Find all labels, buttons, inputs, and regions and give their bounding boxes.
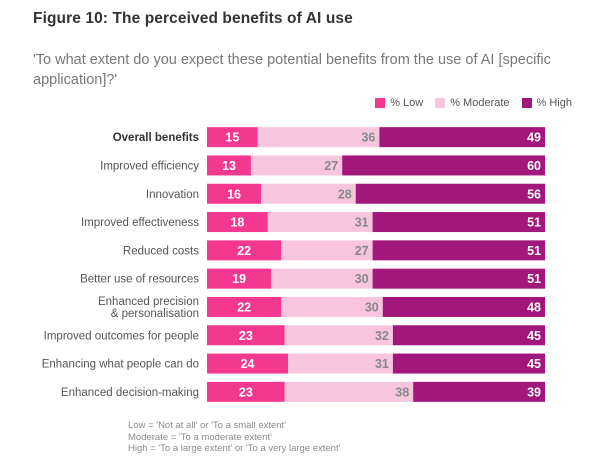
bar-high-improved-efficiency [342, 155, 545, 176]
category-label-better-use-of-resources: Better use of resources [80, 274, 199, 286]
bar-low-innovation [207, 183, 262, 204]
legend-swatch-low [375, 98, 386, 108]
bar-high-improved-outcomes-for-people [392, 325, 545, 346]
value-label-low-innovation: 16 [227, 187, 241, 201]
value-label-high-innovation: 56 [527, 187, 541, 201]
value-label-low-enhancing-what-people-can-do: 24 [241, 357, 255, 371]
category-label-enhanced-decision-making: Enhanced decision-making [61, 387, 199, 399]
bar-moderate-overall-benefits [257, 127, 380, 148]
category-label-overall-benefits: Overall benefits [113, 132, 199, 144]
bar-moderate-better-use-of-resources [271, 268, 373, 289]
category-label-improved-effectiveness: Improved effectiveness [81, 217, 199, 229]
bar-high-enhanced-decision-making [413, 381, 545, 402]
footnote-line-high: High = 'To a large extent' or 'To a very… [128, 443, 341, 454]
value-label-moderate-innovation: 28 [338, 187, 352, 201]
category-label-reduced-costs: Reduced costs [123, 245, 199, 257]
bar-high-enhanced-precision-personalisation [382, 296, 545, 317]
value-label-low-enhanced-decision-making: 23 [239, 385, 253, 399]
bar-moderate-improved-efficiency [250, 155, 343, 176]
value-label-high-overall-benefits: 49 [527, 131, 541, 145]
bar-moderate-improved-effectiveness [267, 212, 373, 233]
category-label-improved-efficiency: Improved efficiency [100, 160, 199, 172]
value-label-high-better-use-of-resources: 51 [527, 272, 541, 286]
value-label-low-overall-benefits: 15 [225, 131, 239, 145]
bar-moderate-enhanced-decision-making [284, 381, 414, 402]
footnote-line-moderate: Moderate = 'To a moderate extent' [128, 431, 272, 443]
category-label-improved-outcomes-for-people: Improved outcomes for people [44, 330, 199, 342]
figure-subtitle: 'To what extent do you expect these pote… [33, 52, 551, 88]
value-label-high-improved-efficiency: 60 [527, 159, 541, 173]
legend-label-low: % Low [390, 97, 424, 109]
stacked-bar-chart: Overall benefits 15 36 49 Improved efficienc… [42, 127, 545, 402]
legend-swatch-high [521, 98, 532, 108]
category-label-innovation: Innovation [146, 189, 199, 201]
bar-low-enhanced-decision-making [207, 381, 285, 402]
value-label-low-better-use-of-resources: 19 [232, 272, 246, 286]
bar-low-improved-effectiveness [207, 212, 268, 233]
legend-item-high: % High [521, 97, 572, 109]
value-label-moderate-improved-efficiency: 27 [324, 159, 338, 173]
bar-high-overall-benefits [379, 127, 545, 148]
value-label-moderate-overall-benefits: 36 [361, 131, 375, 145]
value-label-low-improved-outcomes-for-people: 23 [239, 329, 253, 343]
bar-high-innovation [355, 183, 545, 204]
value-label-moderate-reduced-costs: 27 [355, 244, 369, 258]
value-label-moderate-better-use-of-resources: 30 [355, 272, 369, 286]
footnote-line-low: Low = 'Not at all' or 'To a small extent… [128, 420, 287, 431]
bar-low-reduced-costs [207, 240, 282, 261]
bar-low-better-use-of-resources [207, 268, 272, 289]
value-label-high-improved-outcomes-for-people: 45 [527, 329, 541, 343]
bar-high-reduced-costs [372, 240, 545, 261]
footnote: Low = 'Not at all' or 'To a small extent… [128, 420, 340, 455]
bar-moderate-innovation [261, 183, 356, 204]
bar-moderate-reduced-costs [281, 240, 373, 261]
value-label-high-improved-effectiveness: 51 [527, 216, 541, 230]
category-label-enhancing-what-people-can-do: Enhancing what people can do [42, 359, 199, 371]
value-label-low-reduced-costs: 22 [237, 244, 251, 258]
bar-moderate-enhancing-what-people-can-do [288, 353, 393, 374]
bar-high-better-use-of-resources [372, 268, 545, 289]
value-label-moderate-enhanced-precision-personalisation: 30 [365, 300, 379, 314]
bar-moderate-improved-outcomes-for-people [284, 325, 393, 346]
legend-item-low: % Low [375, 97, 423, 109]
bar-low-improved-efficiency [207, 155, 251, 176]
bar-low-overall-benefits [207, 127, 258, 148]
value-label-low-improved-effectiveness: 18 [230, 216, 244, 230]
value-label-moderate-improved-outcomes-for-people: 32 [375, 329, 389, 343]
category-label-enhanced-precision-personalisation: Enhanced precision & personalisation [98, 296, 199, 320]
bar-high-enhancing-what-people-can-do [392, 353, 545, 374]
value-label-moderate-enhanced-decision-making: 38 [395, 385, 409, 399]
value-label-high-enhanced-precision-personalisation: 48 [527, 300, 541, 314]
value-label-low-enhanced-precision-personalisation: 22 [237, 300, 251, 314]
legend-label-high: % High [536, 97, 572, 109]
bar-low-improved-outcomes-for-people [207, 325, 285, 346]
legend-item-moderate: % Moderate [435, 97, 510, 109]
bar-moderate-enhanced-precision-personalisation [281, 296, 383, 317]
bar-high-improved-effectiveness [372, 212, 545, 233]
value-label-high-enhancing-what-people-can-do: 45 [527, 357, 541, 371]
value-label-high-enhanced-decision-making: 39 [527, 385, 541, 399]
legend: % Low % Moderate % High [363, 97, 572, 109]
value-label-high-reduced-costs: 51 [527, 244, 541, 258]
value-label-moderate-improved-effectiveness: 31 [355, 216, 369, 230]
bar-low-enhanced-precision-personalisation [207, 296, 282, 317]
legend-swatch-moderate [435, 98, 446, 108]
value-label-moderate-enhancing-what-people-can-do: 31 [375, 357, 389, 371]
value-label-low-improved-efficiency: 13 [222, 159, 236, 173]
legend-label-moderate: % Moderate [450, 97, 510, 109]
bar-low-enhancing-what-people-can-do [207, 353, 289, 374]
figure-title: Figure 10: The perceived benefits of AI … [33, 10, 353, 27]
